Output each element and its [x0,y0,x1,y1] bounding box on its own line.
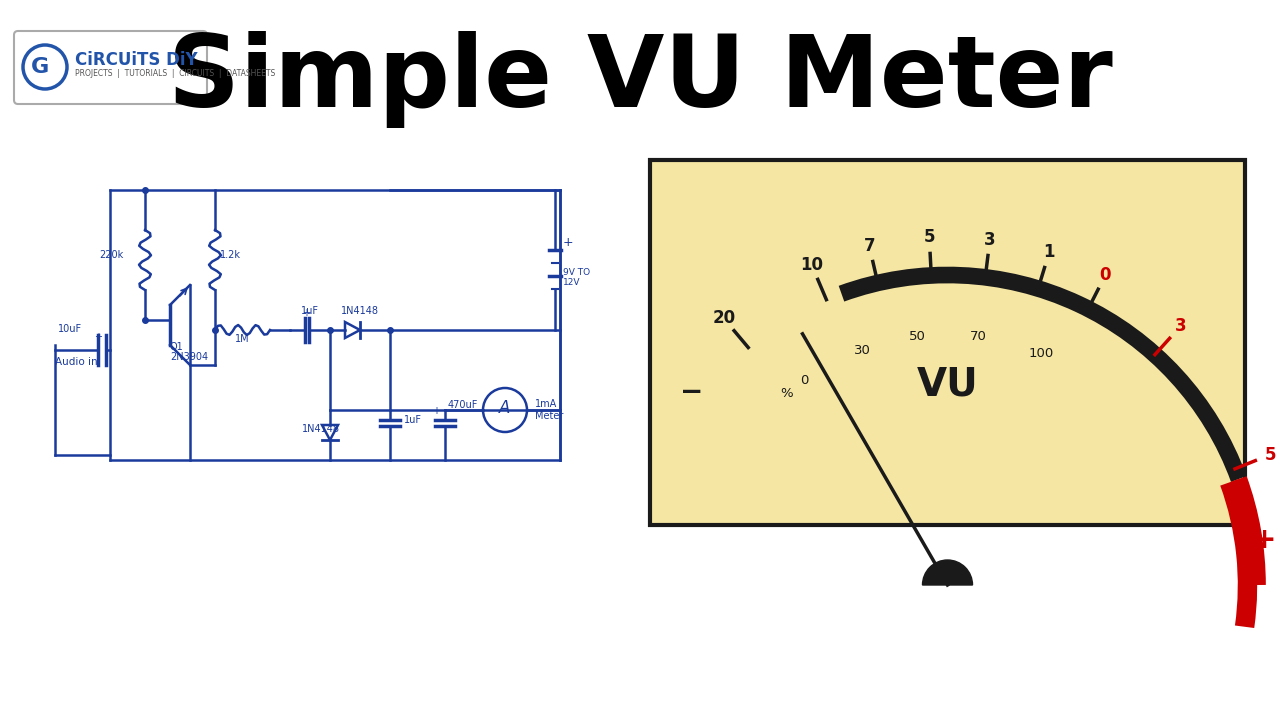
Text: 220k: 220k [99,250,123,260]
Text: −: − [680,379,704,406]
Text: 470uF: 470uF [448,400,479,410]
Text: 3: 3 [984,230,996,248]
Text: 100: 100 [1029,347,1053,360]
Text: 10: 10 [800,256,823,274]
Text: Simple VU Meter: Simple VU Meter [168,32,1112,128]
Text: +: + [302,308,310,318]
Text: 5: 5 [924,228,934,246]
Text: 50: 50 [909,330,925,343]
Text: +: + [433,406,440,416]
Text: 1mA
Meter: 1mA Meter [535,399,563,420]
Text: Audio in: Audio in [55,357,97,367]
FancyBboxPatch shape [14,31,207,104]
Text: Q1: Q1 [170,342,184,352]
Text: PROJECTS  |  TUTORIALS  |  CIRCUITS  |  DATASHEETS: PROJECTS | TUTORIALS | CIRCUITS | DATASH… [76,68,275,78]
Text: %: % [781,387,794,400]
Text: 3: 3 [1175,318,1187,336]
FancyBboxPatch shape [650,160,1245,525]
Text: VU: VU [916,366,978,404]
Wedge shape [923,560,973,585]
Text: 20: 20 [712,310,736,328]
Text: 0: 0 [800,374,808,387]
Text: +: + [1253,526,1276,554]
Text: A: A [499,399,511,417]
Text: 1: 1 [1043,243,1055,261]
Text: 1uF: 1uF [404,415,422,425]
Text: 10uF: 10uF [58,324,82,334]
Text: +: + [93,332,102,342]
Text: 9V TO
12V: 9V TO 12V [563,268,590,287]
Text: 1N4148: 1N4148 [340,306,379,316]
Text: 2N3904: 2N3904 [170,352,209,362]
Text: 1M: 1M [234,334,250,344]
Text: G: G [31,57,49,77]
Text: 1.2k: 1.2k [220,250,241,260]
Text: 5: 5 [1265,446,1276,464]
Text: CiRCUiTS DiY: CiRCUiTS DiY [76,51,197,69]
Text: 30: 30 [854,343,870,356]
Text: +: + [563,236,573,249]
Text: 0: 0 [1100,266,1111,284]
Text: 1uF: 1uF [301,306,319,316]
Text: 70: 70 [969,330,987,343]
Text: 7: 7 [864,237,876,255]
Text: 1N4148: 1N4148 [302,424,340,434]
